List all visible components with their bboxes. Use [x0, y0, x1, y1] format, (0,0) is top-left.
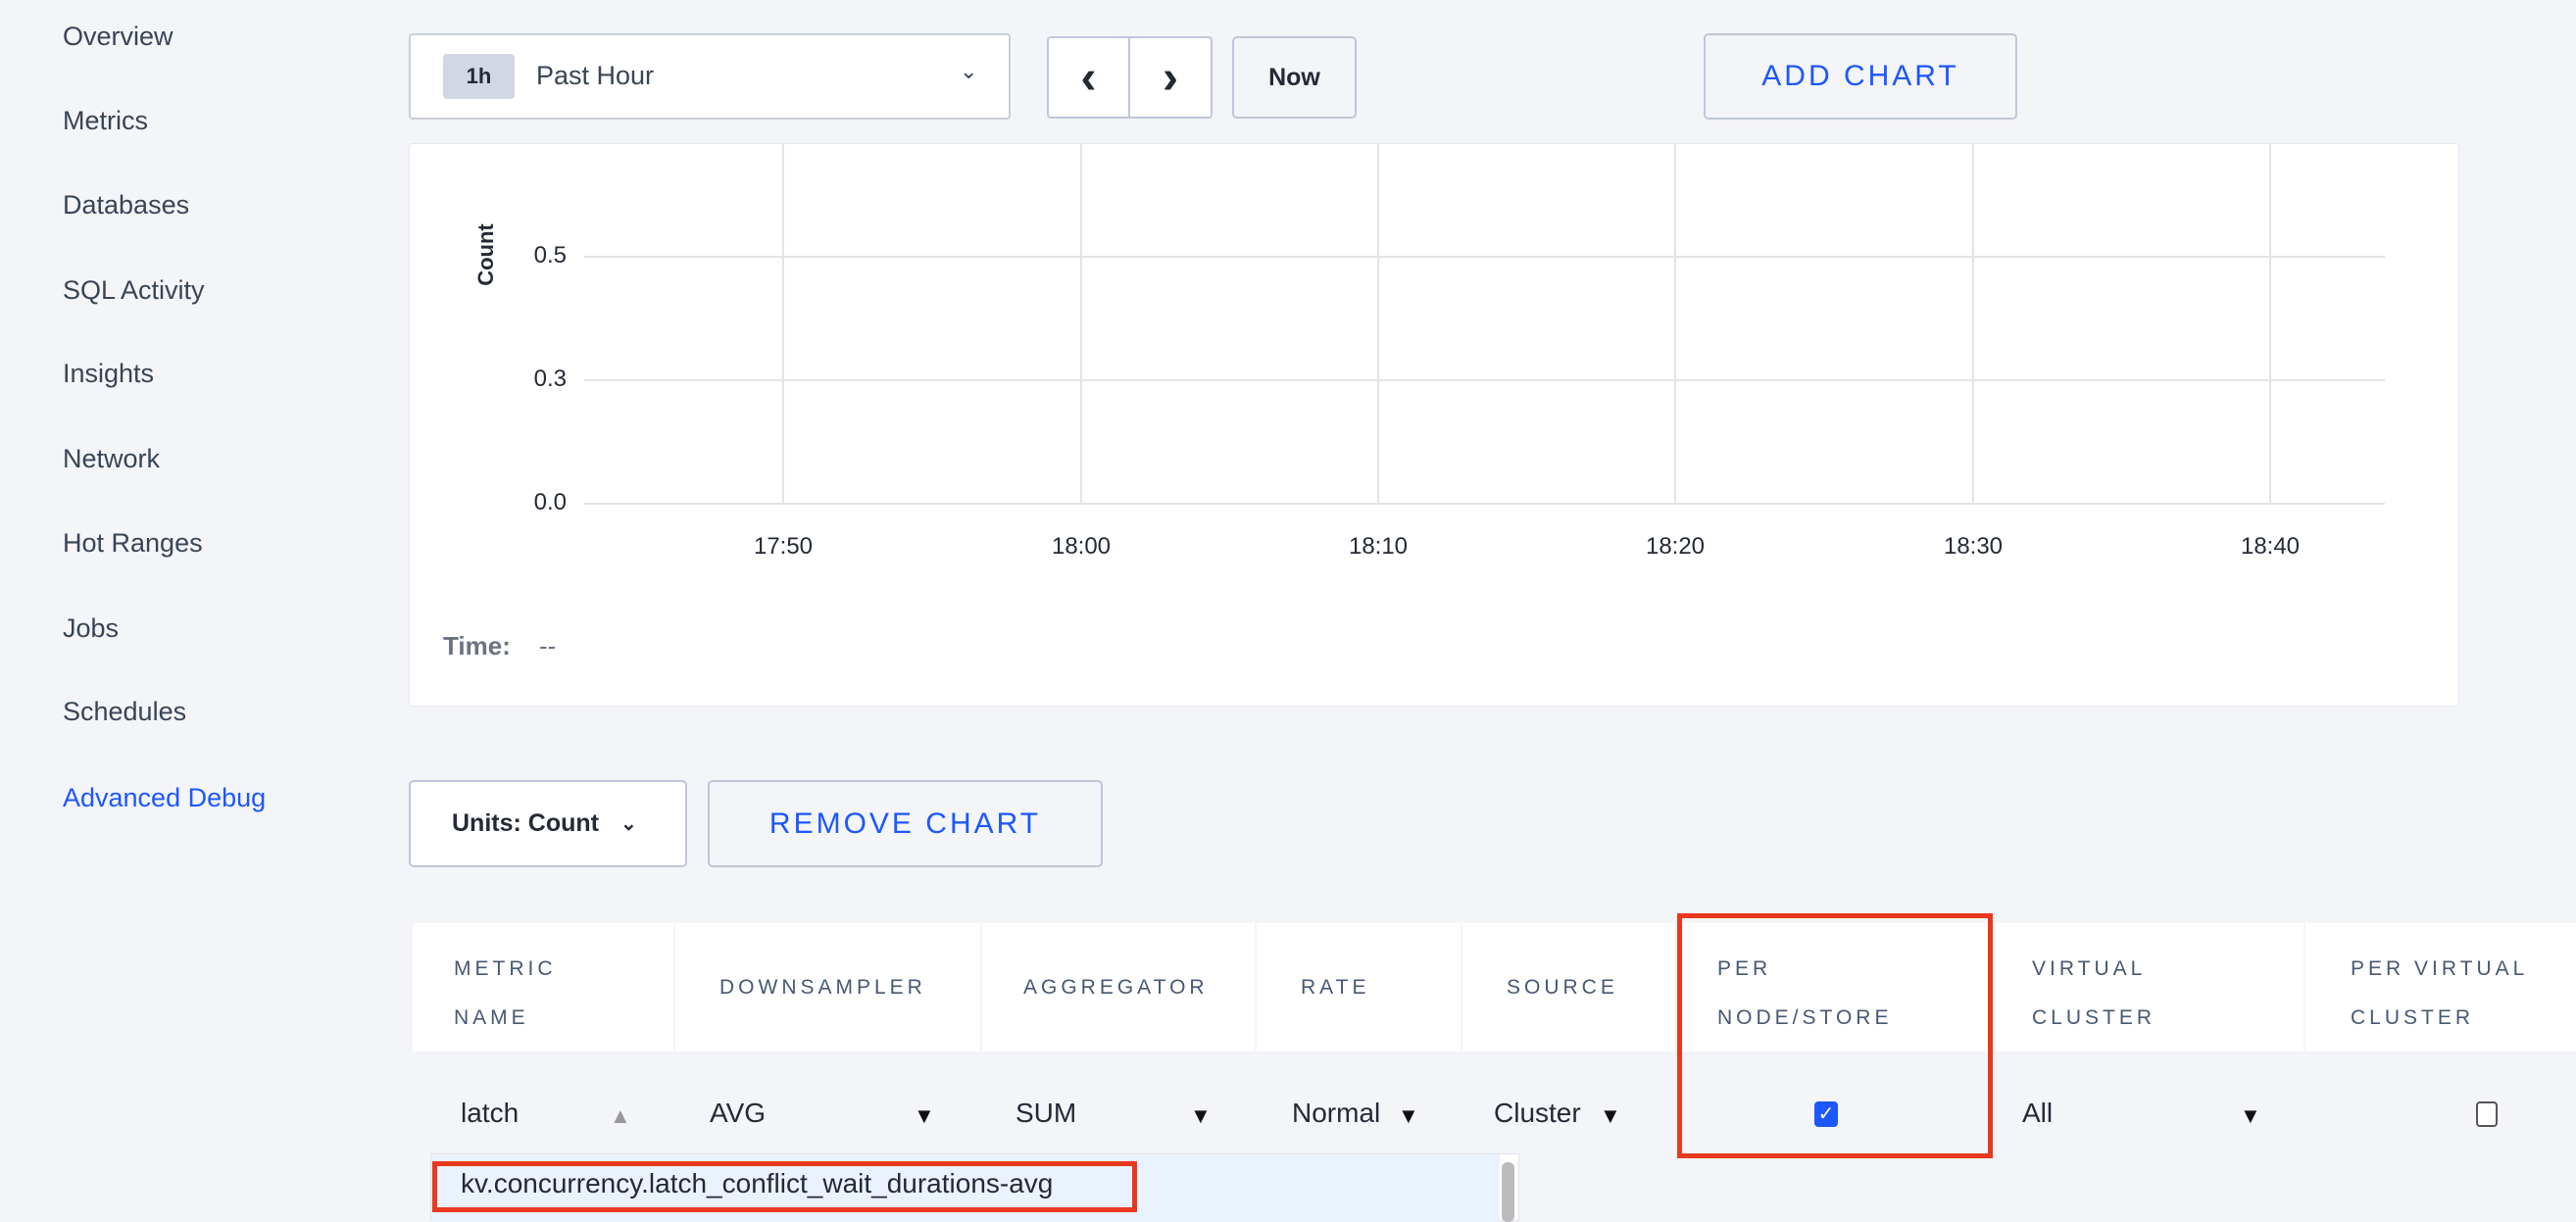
chevron-down-icon: ⌄ [960, 59, 978, 83]
x-tick-label: 17:50 [753, 533, 814, 560]
sidebar-item-sql-activity[interactable]: SQL Activity [63, 275, 205, 305]
remove-chart-button[interactable]: REMOVE CHART [708, 780, 1103, 867]
y-tick-label: 0.3 [533, 366, 567, 392]
x-tick-label: 18:30 [1943, 533, 2004, 560]
highlight-box [432, 1161, 1137, 1212]
x-tick-label: 18:20 [1645, 533, 1706, 560]
grid-line [1674, 144, 1676, 504]
y-tick-label: 0.0 [533, 489, 567, 515]
time-range-select[interactable]: 1h Past Hour ⌄ [409, 33, 1011, 120]
y-axis-label: Count [473, 223, 498, 286]
chevron-right-icon: › [1163, 51, 1178, 104]
time-badge: 1h [443, 54, 515, 99]
units-label: Units: Count [452, 809, 599, 837]
prev-time-button[interactable]: ‹ [1047, 36, 1130, 119]
next-time-button[interactable]: › [1128, 36, 1213, 119]
col-header-virtual-cluster: VIRTUAL CLUSTER [1993, 923, 2304, 1051]
grid-line [782, 144, 784, 504]
col-header-per-node-store: PER NODE/STORE [1676, 923, 1991, 1051]
x-tick-label: 18:40 [2240, 533, 2301, 560]
chevron-left-icon: ‹ [1080, 51, 1097, 104]
x-tick-label: 18:00 [1051, 533, 1112, 560]
sidebar-item-advanced-debug[interactable]: Advanced Debug [63, 783, 267, 812]
time-label: Time: [443, 631, 511, 660]
scrollbar[interactable] [1502, 1162, 1514, 1222]
col-header-rate: RATE [1257, 923, 1461, 1051]
aggregator-select[interactable]: SUM [1016, 1098, 1077, 1128]
caret-down-icon[interactable]: ▼ [1398, 1103, 1419, 1128]
source-select[interactable]: Cluster [1494, 1098, 1581, 1128]
sidebar-item-jobs[interactable]: Jobs [63, 613, 120, 643]
col-header-metric-name: METRIC NAME [413, 923, 673, 1051]
chevron-down-icon: ⌄ [619, 813, 637, 835]
per-node-store-checkbox[interactable]: ✓ [1814, 1101, 1838, 1127]
grid-line [1080, 144, 1082, 504]
chart-panel: Count 0.5 0.3 0.0 17:50 18:00 18:10 18:2… [409, 143, 2459, 707]
highlight-box [1677, 913, 1993, 1158]
y-tick-label: 0.5 [533, 242, 567, 269]
per-virtual-cluster-checkbox[interactable] [2476, 1101, 2498, 1127]
grid-line [2269, 144, 2271, 504]
col-header-aggregator: AGGREGATOR [982, 923, 1255, 1051]
sidebar-item-hot-ranges[interactable]: Hot Ranges [63, 528, 203, 558]
sidebar-item-overview[interactable]: Overview [63, 22, 173, 51]
sidebar-item-schedules[interactable]: Schedules [63, 697, 187, 726]
grid-line [584, 379, 2385, 381]
rate-select[interactable]: Normal [1292, 1098, 1381, 1128]
time-label: Past Hour [536, 61, 655, 90]
add-chart-button[interactable]: ADD CHART [1704, 33, 2017, 120]
col-header-per-virtual-cluster: PER VIRTUAL CLUSTER [2305, 923, 2576, 1051]
caret-down-icon[interactable]: ▼ [1190, 1103, 1212, 1128]
caret-down-icon[interactable]: ▼ [1600, 1103, 1621, 1128]
time-value: -- [539, 631, 557, 660]
grid-line [584, 256, 2385, 258]
virtual-cluster-select[interactable]: All [2022, 1098, 2054, 1128]
grid-line [1972, 144, 1974, 504]
x-tick-label: 18:10 [1348, 533, 1409, 560]
now-button[interactable]: Now [1232, 36, 1357, 119]
col-header-source: SOURCE [1462, 923, 1674, 1051]
grid-line [1377, 144, 1379, 504]
sidebar-item-insights[interactable]: Insights [63, 359, 155, 388]
caret-up-icon[interactable]: ▲ [610, 1103, 631, 1128]
downsampler-select[interactable]: AVG [710, 1098, 767, 1128]
sidebar-item-metrics[interactable]: Metrics [63, 106, 148, 135]
caret-down-icon[interactable]: ▼ [2240, 1103, 2261, 1128]
autocomplete-option-label: kv.concurrency.latch_conflict_wait_durat… [461, 1168, 1054, 1198]
grid-line [584, 503, 2385, 505]
caret-down-icon[interactable]: ▼ [914, 1103, 935, 1128]
sidebar-item-databases[interactable]: Databases [63, 190, 190, 220]
sidebar-item-network[interactable]: Network [63, 444, 161, 473]
metric-name-input[interactable]: latch [461, 1098, 520, 1128]
col-header-downsampler: DOWNSAMPLER [675, 923, 980, 1051]
units-select[interactable]: Units: Count ⌄ [409, 780, 687, 867]
